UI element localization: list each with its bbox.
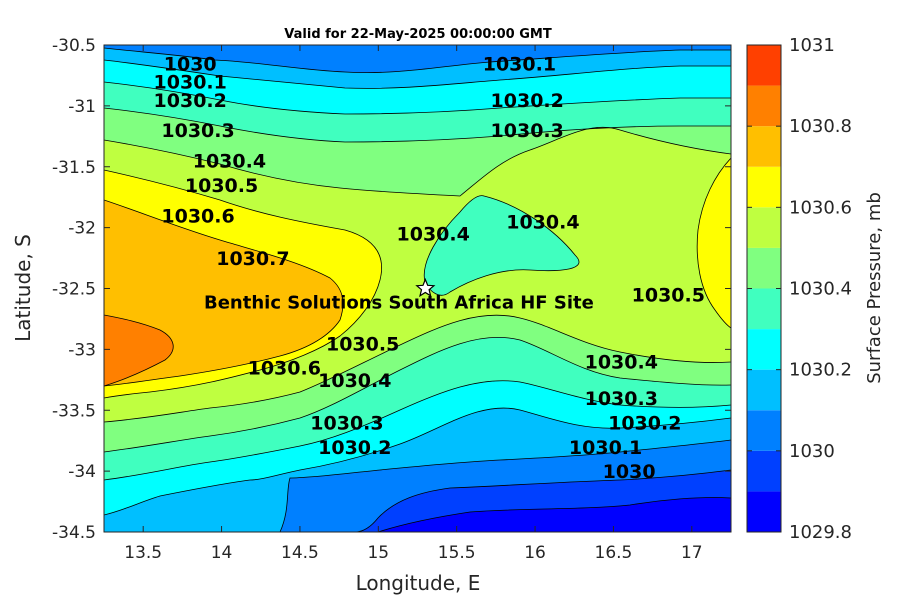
colorbar-segment [747, 247, 781, 289]
contour-line [696, 157, 731, 329]
contour-label: 1030.5 [632, 285, 705, 307]
contour-label: 1030.7 [216, 248, 289, 270]
contour-label: 1030.2 [608, 412, 681, 434]
x-tick-label: 15 [367, 543, 389, 563]
contour-line [104, 59, 731, 89]
contour-line [104, 126, 731, 197]
x-tick-label: 14.5 [281, 543, 319, 563]
colorbar-tick-label: 1030.6 [789, 197, 852, 218]
x-tick-label: 14 [211, 543, 233, 563]
contour-label: 1030.4 [318, 370, 391, 392]
colorbar-tick-label: 1030.4 [789, 279, 852, 300]
contour-label: 1030.5 [326, 333, 399, 355]
contour-line [104, 199, 344, 387]
x-axis: 13.5 14 14.5 15 15.5 16 16.5 17 [124, 45, 703, 563]
site-star-marker [415, 277, 436, 298]
band-1030-8 [104, 315, 174, 386]
contour-label: 1030.1 [569, 437, 642, 459]
contour-label: 1030.3 [585, 388, 658, 410]
contour-label: 1030.1 [483, 53, 556, 75]
contour-label: 1030.3 [491, 120, 564, 142]
colorbar-tick-label: 1030 [789, 441, 835, 462]
y-axis: -30.5 -31 -31.5 -32 -32.5 -33 -33.5 -34 -34.5 [52, 36, 731, 543]
contour-label: 1030.1 [154, 72, 227, 94]
x-tick-label: 13.5 [124, 543, 162, 563]
contour-line [104, 380, 731, 481]
contour-line [104, 407, 731, 516]
colorbar-segment [747, 410, 781, 451]
band-1030-6-east [697, 158, 731, 328]
colorbar-segment [747, 329, 781, 370]
contour-label: 1030.5 [185, 175, 258, 197]
contour-label: 1030.4 [506, 212, 579, 234]
x-tick-label: 16 [524, 543, 546, 563]
x-tick-label: 17 [681, 543, 703, 563]
colorbar-tick-label: 1029.8 [789, 522, 852, 543]
colorbar-label: Surface Pressure, mb [864, 192, 885, 384]
colorbar-tick-label: 1030.8 [789, 116, 852, 137]
y-tick-label: -33.5 [52, 401, 96, 421]
colorbar-segment [747, 207, 781, 248]
colorbar-tick-label: 1031 [789, 35, 835, 56]
colorbar-segment [747, 85, 781, 127]
contour-label: 1030.4 [193, 151, 266, 173]
colorbar-segment [747, 45, 781, 86]
contour-label: 1030.2 [491, 90, 564, 112]
colorbar: 1029.8 1030 1030.2 1030.4 1030.6 1030.8 1031 [747, 35, 852, 543]
y-tick-label: -34 [68, 462, 96, 482]
site-label: Benthic Solutions South Africa HF Site [204, 293, 594, 314]
contour-label: 1030.2 [318, 437, 391, 459]
y-tick-label: -32.5 [52, 280, 96, 300]
contour-line [104, 81, 731, 115]
contour-line [104, 314, 731, 423]
contour-lines [104, 47, 731, 532]
contour-line [104, 336, 731, 453]
contour-label: 1030 [164, 53, 217, 75]
contour-line [377, 497, 731, 532]
colorbar-segment [747, 369, 781, 411]
x-axis-label: Longitude, E [356, 571, 481, 595]
contour-label: 1030.3 [161, 120, 234, 142]
contour-line [104, 169, 383, 399]
colorbar-segment [747, 288, 781, 330]
x-tick-label: 16.5 [595, 543, 633, 563]
colorbar-tick-label: 1030.2 [789, 360, 852, 381]
x-tick-label: 15.5 [438, 543, 476, 563]
contour-label: 1030 [603, 461, 656, 483]
contour-label: 1030.3 [310, 412, 383, 434]
contour-line [104, 314, 174, 387]
y-tick-label: -31.5 [52, 158, 96, 178]
contour-line [423, 195, 580, 296]
contour-label: 1030.6 [161, 205, 234, 227]
colorbar-segment [747, 166, 781, 208]
colorbar-segment [747, 450, 781, 492]
y-tick-label: -33 [68, 340, 96, 360]
contour-labels: 10301030.11030.21030.31030.41030.51030.6… [154, 53, 705, 483]
contour-label: 1030.2 [154, 90, 227, 112]
contour-line [279, 439, 731, 532]
contour-label: 1030.4 [397, 224, 470, 246]
contour-line [104, 47, 731, 73]
colorbar-segment [747, 126, 781, 167]
contour-label: 1030.4 [585, 352, 658, 374]
contour-line [354, 469, 731, 532]
colorbar-frame [746, 44, 782, 533]
y-axis-label: Latitude, S [11, 234, 35, 342]
y-tick-label: -31 [68, 97, 96, 117]
y-tick-label: -32 [68, 219, 96, 239]
contour-line [104, 107, 731, 143]
y-tick-label: -34.5 [52, 523, 96, 543]
contour-label: 1030.6 [248, 358, 321, 380]
chart-title: Valid for 22-May-2025 00:00:00 GMT [284, 27, 552, 42]
colorbar-segment [747, 491, 781, 532]
plot-area: 10301030.11030.21030.31030.41030.51030.6… [104, 45, 731, 532]
y-tick-label: -30.5 [52, 36, 96, 56]
